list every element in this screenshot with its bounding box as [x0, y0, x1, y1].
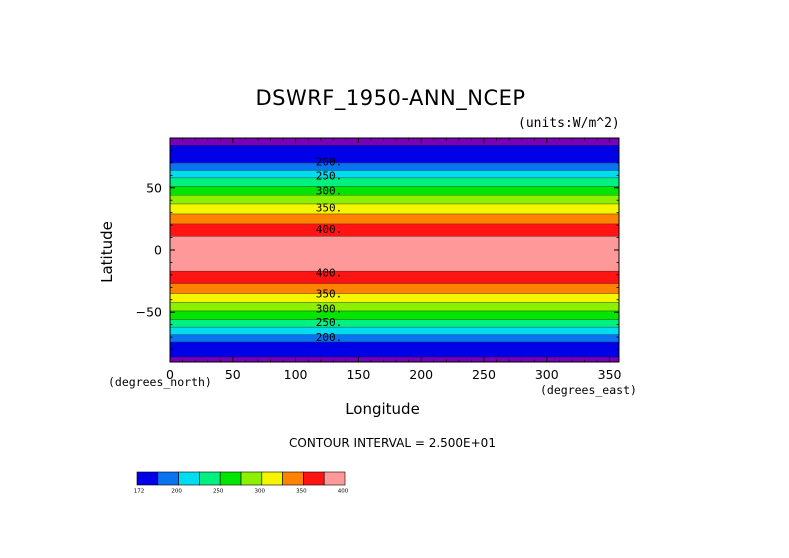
contour-label-7: 300.: [316, 302, 343, 315]
colorbar-cell-5: [240, 471, 263, 486]
x-tick-label-3: 150: [346, 367, 370, 382]
band-13: [170, 293, 619, 303]
band-16: [170, 319, 619, 328]
y-tick-label-1: 0: [154, 243, 162, 258]
contour-label-8: 250.: [316, 316, 343, 329]
band-19: [170, 342, 619, 358]
band-1: [170, 145, 619, 163]
band-2: [170, 162, 619, 171]
contour-label-2: 300.: [316, 184, 343, 197]
x-tick-label-4: 200: [409, 367, 433, 382]
band-18: [170, 334, 619, 343]
x-tick-label-1: 50: [225, 367, 241, 382]
x-axis-units-label: (degrees_east): [540, 383, 637, 397]
x-tick-label-6: 300: [535, 367, 559, 382]
band-0: [170, 138, 619, 146]
band-4: [170, 177, 619, 187]
colorbar-label-1: 200: [171, 489, 182, 495]
x-tick-label-5: 250: [472, 367, 496, 382]
colorbar-label-3: 300: [255, 489, 266, 495]
contour-label-3: 350.: [316, 202, 343, 215]
colorbar-cell-8: [303, 471, 325, 486]
chart-title: DSWRF_1950-ANN_NCEP: [255, 86, 526, 110]
y-axis-units-label: (degrees_north): [108, 375, 212, 389]
band-7: [170, 203, 619, 214]
x-tick-label-7: 350: [598, 367, 622, 382]
colorbar-cell-2: [178, 471, 200, 486]
colorbar-label-2: 250: [213, 489, 224, 495]
band-5: [170, 186, 619, 196]
x-tick-label-0: 0: [166, 367, 174, 382]
colorbar-cell-0: [136, 471, 159, 486]
band-6: [170, 195, 619, 204]
contour-interval-text: CONTOUR INTERVAL = 2.500E+01: [289, 436, 496, 450]
units-label: (units:W/m^2): [518, 116, 620, 131]
contour-label-6: 350.: [316, 288, 343, 301]
colorbar-cell-3: [199, 471, 221, 486]
contour-label-9: 200.: [316, 331, 343, 344]
contour-label-1: 250.: [316, 169, 343, 182]
band-10: [170, 236, 619, 272]
band-11: [170, 271, 619, 284]
colorbar-cell-7: [282, 471, 304, 486]
contour-label-4: 400.: [316, 223, 343, 236]
colorbar-cell-6: [261, 471, 283, 486]
band-3: [170, 170, 619, 178]
band-20: [170, 357, 619, 362]
y-tick-label-2: −50: [136, 305, 162, 320]
band-12: [170, 283, 619, 294]
colorbar-cell-4: [219, 471, 242, 486]
band-9: [170, 223, 619, 237]
colorbar-label-5: 400: [338, 489, 349, 495]
contour-label-0: 200.: [316, 156, 343, 169]
colorbar-cell-1: [157, 471, 179, 486]
y-tick-label-0: 50: [146, 180, 162, 195]
colorbar-cell-9: [323, 471, 346, 486]
band-17: [170, 327, 619, 335]
x-axis-label: Longitude: [345, 400, 420, 418]
band-8: [170, 213, 619, 224]
contour-label-5: 400.: [316, 266, 343, 279]
band-15: [170, 310, 619, 320]
colorbar-label-4: 350: [296, 489, 307, 495]
x-tick-label-2: 100: [284, 367, 308, 382]
band-14: [170, 302, 619, 311]
colorbar-label-0: 172: [134, 489, 145, 495]
